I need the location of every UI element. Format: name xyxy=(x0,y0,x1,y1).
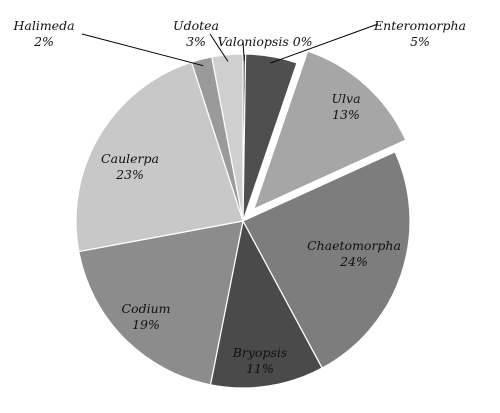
data-label-halimeda: Halimeda 2% xyxy=(12,18,74,49)
data-label-enteromorpha: Enteromorpha 5% xyxy=(373,18,466,49)
leader-line-valoniopsis xyxy=(242,40,245,61)
leader-line-enteromorpha xyxy=(270,23,379,64)
leader-line-udotea xyxy=(209,33,229,62)
pie-slice-udotea xyxy=(211,53,244,222)
pie-slice-enteromorpha xyxy=(242,53,298,222)
data-label-codium: Codium 19% xyxy=(122,301,171,332)
data-label-chaetomorpha: Chaetomorpha 24% xyxy=(307,238,401,269)
data-label-bryopsis: Bryopsis 11% xyxy=(232,345,288,376)
data-label-ulva: Ulva 13% xyxy=(331,91,360,122)
leader-line-halimeda xyxy=(81,33,204,67)
pie-slice-caulerpa xyxy=(75,61,244,253)
data-label-caulerpa: Caulerpa 23% xyxy=(101,151,159,182)
data-label-udotea: Udotea 3% xyxy=(173,18,219,49)
pie-slice-ulva xyxy=(252,50,407,211)
pie-slice-chaetomorpha xyxy=(242,151,411,369)
data-label-valoniopsis: Valoniopsis 0% xyxy=(217,34,312,49)
pie-slice-bryopsis xyxy=(209,219,323,389)
pie-slice-codium xyxy=(78,220,244,386)
